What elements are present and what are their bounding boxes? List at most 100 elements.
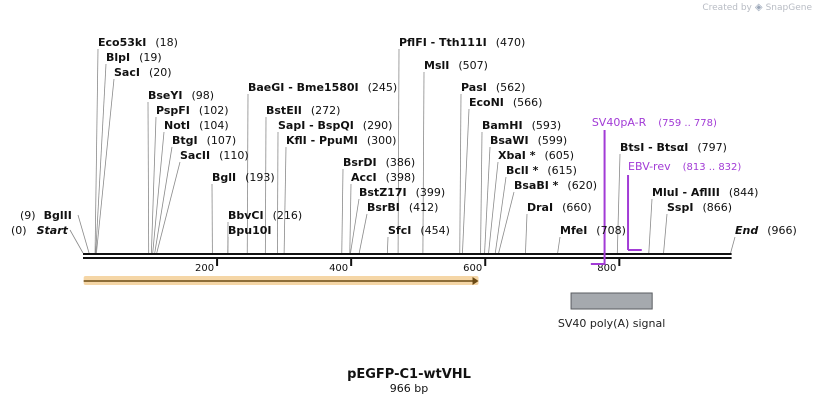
site-position: (844) — [729, 186, 759, 199]
site-labels: (9) BglII (0) Start Eco53kI (18) BlpI (19) SacI (… — [11, 36, 797, 237]
site-bsrbi[interactable]: BsrBI (412) — [367, 201, 438, 214]
site-position: (562) — [496, 81, 526, 94]
site-position: (216) — [273, 209, 303, 222]
site-position: (566) — [513, 96, 543, 109]
site-sacii[interactable]: SacII (110) — [180, 149, 249, 162]
site-sapi-bspqi[interactable]: SapI - BspQI (290) — [278, 119, 392, 132]
site-name: BglI — [212, 171, 236, 184]
site-start[interactable]: (0) Start — [11, 224, 69, 237]
primer-name: SV40pA-R — [592, 116, 647, 129]
site-leader — [95, 63, 107, 254]
site-leaders — [69, 48, 736, 254]
site-name: Bpu10I — [228, 224, 272, 237]
site-kfli-ppumi[interactable]: KflI - PpuMI (300) — [286, 134, 396, 147]
site-name: PspFI — [156, 104, 190, 117]
site-btsi-bts-i[interactable]: BtsI - BtsαI (797) — [620, 141, 727, 154]
site-position: (620) — [567, 179, 597, 192]
site-position: (19) — [139, 51, 162, 64]
site-position: (966) — [767, 224, 797, 237]
site-mlui-afliii[interactable]: MluI - AflIII (844) — [652, 186, 758, 199]
site-position: (454) — [420, 224, 450, 237]
site-leader — [264, 116, 267, 254]
site-name: BseYI — [148, 89, 182, 102]
site-end[interactable]: End (966) — [735, 224, 797, 237]
site-position: (399) — [416, 186, 446, 199]
site-leader — [156, 161, 181, 254]
site-leader — [350, 198, 360, 254]
site-bbvci[interactable]: BbvCI (216) — [228, 209, 302, 222]
site-sspi[interactable]: SspI (866) — [667, 201, 732, 214]
site-name: BclI * — [506, 164, 539, 177]
site-msli[interactable]: MslI (507) — [424, 59, 488, 72]
site-bcli[interactable]: BclI * (615) — [506, 164, 577, 177]
site-name: Start — [37, 224, 69, 237]
site-drai[interactable]: DraI (660) — [527, 201, 592, 214]
site-bpu10i[interactable]: Bpu10I — [228, 224, 272, 237]
site-position: (398) — [386, 171, 416, 184]
site-leader — [349, 183, 352, 254]
site-name: EcoNI — [469, 96, 504, 109]
site-xbai[interactable]: XbaI * (605) — [498, 149, 574, 162]
site-bglii[interactable]: (9) BglII — [20, 209, 72, 222]
site-pspfi[interactable]: PspFI (102) — [156, 104, 229, 117]
site-leader — [648, 198, 653, 254]
site-name: BtsI - BtsαI — [620, 141, 688, 154]
site-leader — [484, 146, 491, 254]
site-name: BsrBI — [367, 201, 400, 214]
site-position: (386) — [386, 156, 416, 169]
site-position: (20) — [149, 66, 172, 79]
site-position: (107) — [207, 134, 237, 147]
site-leader — [422, 71, 425, 254]
primer-range: (813 .. 832) — [683, 162, 742, 173]
site-leader — [358, 213, 368, 254]
axis-ticks: 200 400 600 800 — [195, 259, 621, 274]
site-name: MfeI — [560, 224, 587, 237]
site-position: (605) — [544, 149, 574, 162]
site-leader — [341, 168, 344, 254]
site-position: (615) — [547, 164, 577, 177]
site-name: PflFI - Tth111I — [399, 36, 487, 49]
site-leader — [77, 214, 90, 254]
site-name: DraI — [527, 201, 553, 214]
site-bstz17i[interactable]: BstZ17I (399) — [359, 186, 445, 199]
created-by-credit: Created by ◈ SnapGene — [702, 2, 812, 13]
site-sfci[interactable]: SfcI (454) — [388, 224, 450, 237]
site-btgi[interactable]: BtgI (107) — [172, 134, 236, 147]
site-name: MluI - AflIII — [652, 186, 720, 199]
site-bsabi[interactable]: BsaBI * (620) — [514, 179, 597, 192]
site-mfei[interactable]: MfeI (708) — [560, 224, 626, 237]
site-name: KflI - PpuMI — [286, 134, 358, 147]
site-pasi[interactable]: PasI (562) — [461, 81, 525, 94]
site-saci[interactable]: SacI (20) — [114, 66, 172, 79]
site-eco53ki[interactable]: Eco53kI (18) — [98, 36, 178, 49]
primer-range: (759 .. 778) — [658, 118, 717, 129]
site-bamhi[interactable]: BamHI (593) — [482, 119, 561, 132]
site-leader — [557, 236, 561, 254]
sv40-poly-a-signal-feature[interactable] — [570, 292, 653, 310]
site-bseyi[interactable]: BseYI (98) — [148, 89, 214, 102]
site-bsrdi[interactable]: BsrDI (386) — [343, 156, 415, 169]
feature-label: SV40 poly(A) signal — [558, 317, 665, 330]
primer-label[interactable]: EBV-rev (813 .. 832) — [628, 160, 741, 173]
site-leader — [525, 213, 528, 254]
site-leader — [154, 146, 173, 254]
site-name: NotI — [164, 119, 190, 132]
site-position: (245) — [368, 81, 398, 94]
site-bsteii[interactable]: BstEII (272) — [266, 104, 340, 117]
site-leader — [616, 153, 621, 254]
site-econi[interactable]: EcoNI (566) — [469, 96, 542, 109]
axis-tick-label: 800 — [597, 263, 616, 274]
primer-label[interactable]: SV40pA-R (759 .. 778) — [592, 116, 717, 129]
site-pflfi-tth111i[interactable]: PflFI - Tth111I (470) — [399, 36, 525, 49]
site-baegi-bme1580i[interactable]: BaeGI - Bme1580I (245) — [248, 81, 397, 94]
site-position: (193) — [245, 171, 275, 184]
site-bgli[interactable]: BglI (193) — [212, 171, 275, 184]
site-noti[interactable]: NotI (104) — [164, 119, 229, 132]
site-blpi[interactable]: BlpI (19) — [106, 51, 162, 64]
site-acci[interactable]: AccI (398) — [351, 171, 415, 184]
site-leader — [69, 229, 84, 254]
site-position: (300) — [367, 134, 397, 147]
site-name: SacII — [180, 149, 210, 162]
site-bsawi[interactable]: BsaWI (599) — [490, 134, 567, 147]
site-leader — [150, 116, 157, 254]
